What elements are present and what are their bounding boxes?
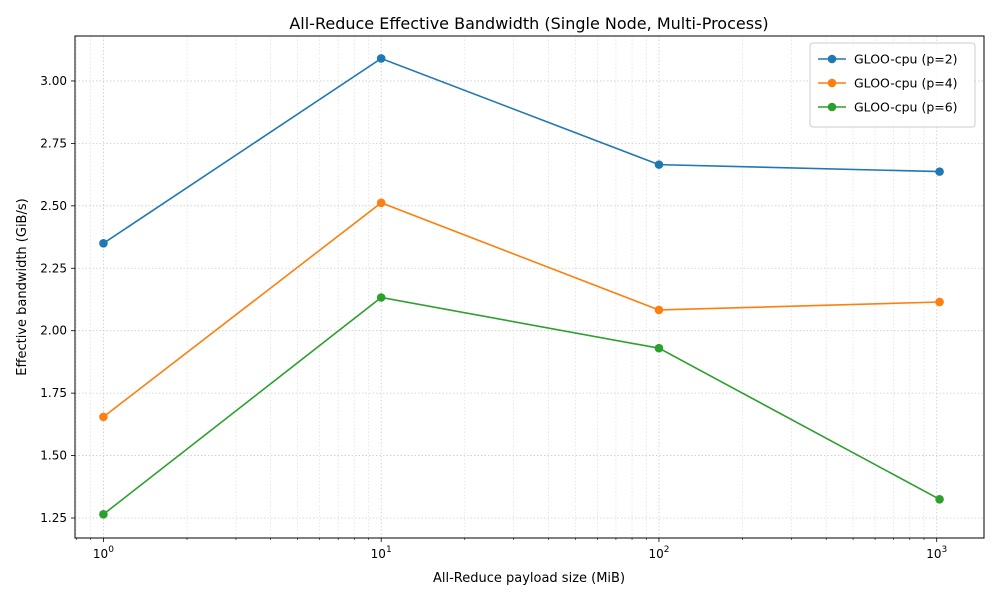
x-axis: 100 101 102 103 [76, 538, 947, 561]
data-point [99, 238, 108, 248]
legend-entry: GLOO-cpu (p=4) [818, 76, 958, 91]
legend-entry: GLOO-cpu (p=2) [818, 52, 958, 67]
x-tick-label: 103 [926, 545, 947, 561]
data-point [99, 412, 108, 422]
legend-label: GLOO-cpu (p=6) [854, 100, 958, 115]
x-tick-label: 100 [93, 545, 114, 561]
data-point [654, 305, 664, 315]
legend-box [809, 42, 976, 128]
legend: GLOO-cpu (p=2) GLOO-cpu (p=4) GLOO-cpu (p=… [809, 42, 976, 128]
x-axis-label: All-Reduce payload size (MiB) [433, 571, 625, 586]
y-tick-label: 2.50 [40, 199, 67, 213]
y-tick-label: 3.00 [40, 74, 67, 88]
series-line [102, 201, 940, 418]
series-3 [99, 293, 944, 519]
data-point [935, 167, 944, 176]
data-point [654, 343, 664, 353]
legend-marker [827, 54, 837, 64]
series-line [102, 57, 940, 244]
y-tick-label: 2.75 [40, 136, 67, 150]
x-tick-label: 102 [648, 545, 669, 561]
x-tick-label: 101 [371, 545, 392, 561]
y-axis: 1.25 1.50 1.75 2.00 2.25 2.50 2.75 3.00 [40, 74, 75, 525]
data-point [99, 509, 108, 519]
data-point [935, 494, 944, 504]
chart-title: All-Reduce Effective Bandwidth (Single N… [289, 14, 768, 33]
legend-marker [827, 78, 837, 88]
y-tick-label: 1.50 [40, 449, 67, 463]
legend-label: GLOO-cpu (p=4) [854, 76, 958, 91]
series-group [99, 54, 944, 519]
grid [75, 36, 984, 538]
data-point [376, 293, 386, 302]
legend-entry: GLOO-cpu (p=6) [818, 100, 958, 115]
data-point [935, 297, 944, 307]
series-line [102, 296, 940, 515]
data-point [376, 54, 386, 63]
data-point [654, 160, 664, 169]
series-1 [99, 54, 944, 248]
data-point [376, 198, 386, 208]
y-tick-label: 2.25 [40, 261, 67, 275]
y-axis-label: Effective bandwidth (GiB/s) [15, 198, 30, 375]
y-tick-label: 2.00 [40, 324, 67, 338]
series-2 [99, 198, 944, 422]
y-tick-label: 1.25 [40, 511, 67, 525]
legend-marker [827, 102, 837, 112]
y-tick-label: 1.75 [40, 386, 67, 400]
legend-label: GLOO-cpu (p=2) [854, 52, 958, 67]
plot-frame [74, 35, 985, 539]
